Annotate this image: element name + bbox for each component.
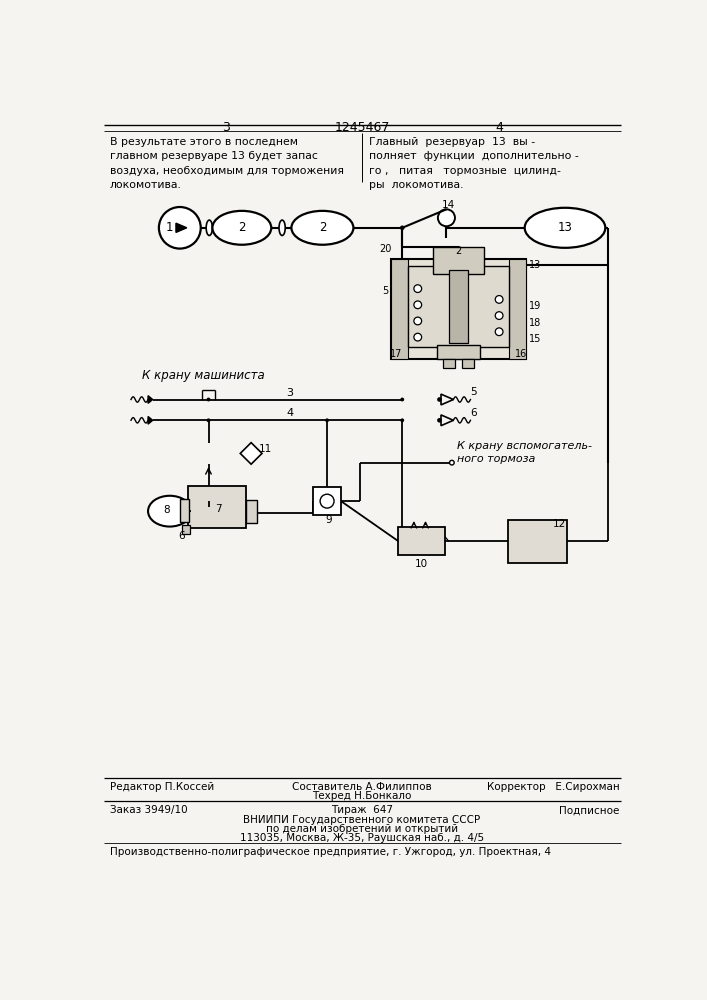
Text: Заказ 3949/10: Заказ 3949/10 bbox=[110, 805, 187, 815]
Text: 5: 5 bbox=[470, 387, 477, 397]
Ellipse shape bbox=[525, 208, 605, 248]
Text: 3: 3 bbox=[221, 121, 230, 134]
Text: 14: 14 bbox=[441, 200, 455, 210]
Circle shape bbox=[438, 209, 455, 226]
Text: 6: 6 bbox=[178, 531, 185, 541]
Circle shape bbox=[400, 225, 404, 230]
Text: 12: 12 bbox=[553, 519, 566, 529]
Bar bbox=[180, 499, 189, 522]
Text: В результате этого в последнем
главном резервуаре 13 будет запас
воздуха, необхо: В результате этого в последнем главном р… bbox=[110, 137, 344, 190]
Text: 13: 13 bbox=[558, 221, 573, 234]
Text: 11: 11 bbox=[259, 444, 271, 454]
Text: 2: 2 bbox=[456, 246, 462, 256]
Circle shape bbox=[400, 398, 404, 401]
Bar bbox=[398, 527, 445, 555]
Bar bbox=[437, 345, 480, 359]
Ellipse shape bbox=[212, 211, 271, 245]
Text: 3: 3 bbox=[286, 388, 293, 398]
Text: К крану машиниста: К крану машиниста bbox=[141, 369, 264, 382]
Bar bbox=[433, 247, 484, 274]
Circle shape bbox=[414, 301, 421, 309]
Text: Главный  резервуар  13  вы -
полняет  функции  дополнительно -
го ,   питая   то: Главный резервуар 13 вы - полняет функци… bbox=[369, 137, 578, 190]
Text: 2: 2 bbox=[319, 221, 326, 234]
Circle shape bbox=[414, 285, 421, 292]
Ellipse shape bbox=[279, 220, 285, 235]
Text: 1: 1 bbox=[165, 221, 173, 234]
Bar bbox=[246, 500, 257, 523]
Ellipse shape bbox=[291, 211, 354, 245]
Text: 8: 8 bbox=[163, 505, 170, 515]
Text: Тираж  647: Тираж 647 bbox=[331, 805, 393, 815]
Text: 7: 7 bbox=[215, 504, 222, 514]
Circle shape bbox=[159, 207, 201, 249]
Bar bbox=[462, 359, 474, 368]
Text: 20: 20 bbox=[379, 244, 392, 254]
Bar bbox=[408, 266, 509, 347]
Circle shape bbox=[206, 418, 211, 422]
Ellipse shape bbox=[148, 496, 192, 527]
Circle shape bbox=[437, 397, 442, 402]
Polygon shape bbox=[148, 416, 153, 424]
Bar bbox=[182, 525, 190, 534]
Circle shape bbox=[495, 328, 503, 336]
Bar bbox=[449, 270, 468, 343]
Circle shape bbox=[495, 312, 503, 319]
Text: 1245467: 1245467 bbox=[334, 121, 390, 134]
Text: 6: 6 bbox=[470, 408, 477, 418]
Text: 5: 5 bbox=[382, 286, 388, 296]
Circle shape bbox=[437, 418, 442, 423]
Polygon shape bbox=[176, 223, 187, 232]
Text: ного тормоза: ного тормоза bbox=[457, 454, 535, 464]
Text: Подписное: Подписное bbox=[559, 805, 619, 815]
Text: К крану вспомогатель-: К крану вспомогатель- bbox=[457, 441, 592, 451]
Polygon shape bbox=[240, 443, 262, 464]
Circle shape bbox=[400, 418, 404, 422]
Ellipse shape bbox=[206, 220, 212, 235]
Circle shape bbox=[320, 494, 334, 508]
Text: 9: 9 bbox=[325, 515, 332, 525]
Circle shape bbox=[414, 317, 421, 325]
Text: 4: 4 bbox=[286, 408, 293, 418]
Text: 10: 10 bbox=[415, 559, 428, 569]
Text: 4: 4 bbox=[495, 121, 503, 134]
Circle shape bbox=[414, 333, 421, 341]
Bar bbox=[509, 259, 526, 359]
Bar bbox=[443, 359, 455, 368]
Text: 17: 17 bbox=[390, 349, 402, 359]
Text: Редактор П.Коссей: Редактор П.Коссей bbox=[110, 782, 214, 792]
Circle shape bbox=[450, 460, 454, 465]
Circle shape bbox=[206, 398, 211, 401]
Bar bbox=[187, 486, 246, 528]
Text: 2: 2 bbox=[238, 221, 245, 234]
Text: 113035, Москва, Ж-35, Раушская наб., д. 4/5: 113035, Москва, Ж-35, Раушская наб., д. … bbox=[240, 833, 484, 843]
Text: ВНИИПИ Государственного комитета СССР: ВНИИПИ Государственного комитета СССР bbox=[243, 815, 481, 825]
Text: 13: 13 bbox=[530, 260, 542, 270]
Text: 15: 15 bbox=[530, 334, 542, 344]
Polygon shape bbox=[148, 396, 153, 403]
Circle shape bbox=[495, 296, 503, 303]
Text: 18: 18 bbox=[530, 318, 542, 328]
Bar bbox=[391, 259, 408, 359]
Text: по делам изобретений и открытий: по делам изобретений и открытий bbox=[266, 824, 458, 834]
Text: Корректор   Е.Сирохман: Корректор Е.Сирохман bbox=[486, 782, 619, 792]
Circle shape bbox=[325, 418, 329, 422]
Text: Составитель А.Филиппов: Составитель А.Филиппов bbox=[292, 782, 432, 792]
Bar bbox=[391, 259, 526, 359]
Text: Техред Н.Бонкало: Техред Н.Бонкало bbox=[312, 791, 411, 801]
Text: Производственно-полиграфическое предприятие, г. Ужгород, ул. Проектная, 4: Производственно-полиграфическое предприя… bbox=[110, 847, 551, 857]
Text: 16: 16 bbox=[515, 349, 527, 359]
Bar bbox=[313, 487, 341, 515]
Text: 19: 19 bbox=[530, 301, 542, 311]
Bar bbox=[508, 520, 567, 563]
